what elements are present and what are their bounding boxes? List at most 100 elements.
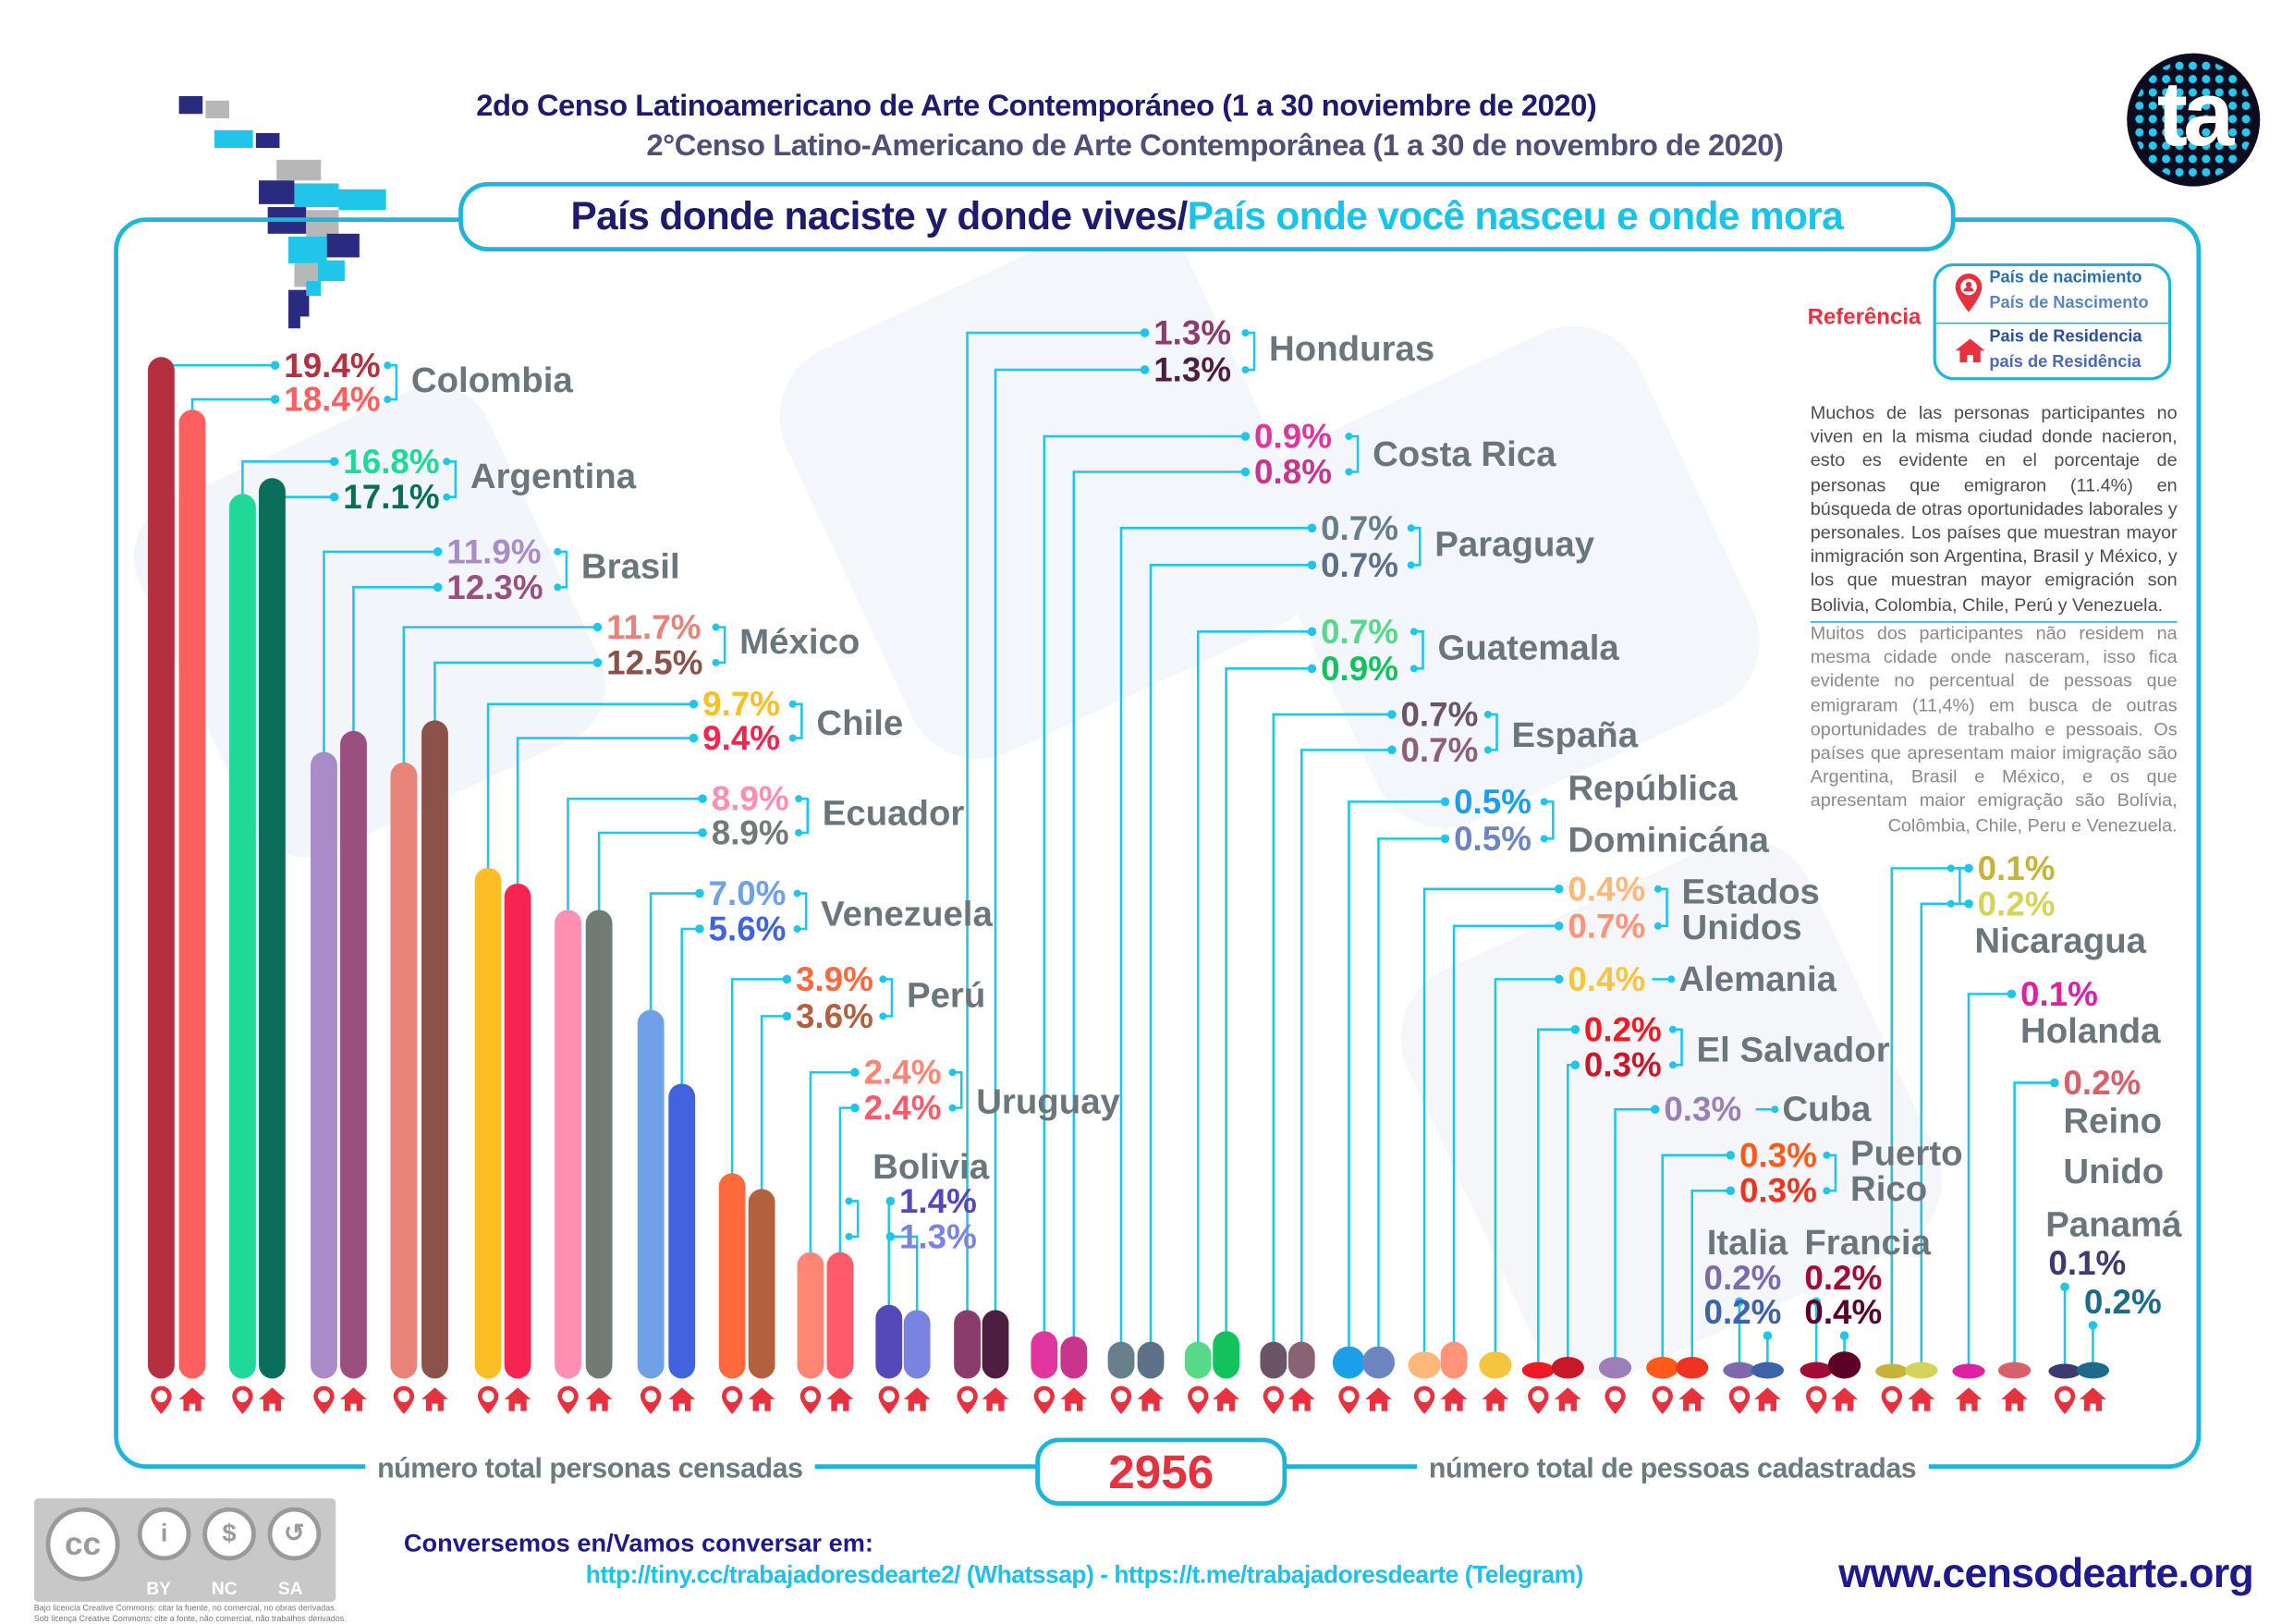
residence-house-icon-reino-unido <box>2001 1387 2029 1411</box>
connector-dot-mexico-residence <box>592 658 603 667</box>
country-label-reino-unido: Reino <box>2063 1102 2162 1142</box>
connector-cuba-birth <box>1614 1107 1655 1361</box>
bar-nicaragua-birth <box>1875 1363 1909 1379</box>
pin-person-venezuela <box>644 1390 657 1403</box>
residence-house-icon-holanda <box>1955 1387 1983 1411</box>
bar-italia-residence <box>1751 1361 1784 1379</box>
birth-pin-icon <box>1955 274 1983 312</box>
connector-dot-peru-birth <box>782 974 792 984</box>
pin-person-ecuador <box>562 1390 574 1403</box>
connector-mexico-residence <box>433 661 598 724</box>
connector-guatemala-residence <box>1225 667 1312 1335</box>
country-label-republica-dominicana: República <box>1568 768 1738 808</box>
connector-dot-uruguay-residence <box>850 1103 860 1113</box>
bracket-dot-honduras-1 <box>1241 366 1250 374</box>
connector-dot-espana-residence <box>1387 745 1397 755</box>
connector-costa-rica-residence <box>1072 470 1246 1340</box>
pin-person-el-salvador <box>1531 1390 1544 1403</box>
website-link[interactable]: www.censodearte.org <box>1838 1550 2254 1596</box>
bar-estados-unidos-residence <box>1440 1341 1468 1379</box>
bracket-dot-bolivia-1 <box>845 1232 853 1240</box>
ta-logo: ta <box>2127 53 2261 187</box>
country-label-estados-unidos: Estados <box>1682 872 1820 911</box>
main-title-es: País donde naciste y donde vives/ <box>570 193 1189 238</box>
title-es: 2do Censo Latinoamericano de Arte Contem… <box>476 89 1597 123</box>
bracket-dot-republica-dominicana-1 <box>1540 835 1548 843</box>
pin-person-guatemala <box>1191 1390 1204 1403</box>
residence-house-icon-alemania <box>1482 1387 1509 1411</box>
bar-argentina-birth <box>229 494 256 1379</box>
connector-peru-birth <box>730 978 787 1177</box>
value-label-guatemala-birth: 0.7% <box>1321 613 1398 651</box>
connector-costa-rica-birth <box>1043 434 1246 1335</box>
country-label-venezuela: Venezuela <box>821 894 993 934</box>
value-label-honduras-birth: 1.3% <box>1153 314 1231 352</box>
connector-dot-holanda-residence <box>2007 989 2017 999</box>
connector-venezuela-birth <box>649 892 700 1013</box>
pin-person-honduras <box>961 1390 973 1403</box>
connector-dot-chile-birth <box>689 699 699 709</box>
value-label-venezuela-residence: 5.6% <box>709 910 787 947</box>
connector-honduras-residence <box>994 368 1145 1313</box>
value-label-panama-residence: 0.2% <box>2084 1283 2162 1321</box>
bracket-dot-chile-1 <box>788 734 797 742</box>
bracket-republica-dominicana <box>1545 800 1555 840</box>
connector-holanda-residence <box>1967 993 2012 1367</box>
bar-holanda-residence <box>1952 1363 1985 1379</box>
country-label-chile: Chile <box>816 703 903 743</box>
contact-label: Conversemos en/Vamos conversar em: <box>403 1529 873 1558</box>
connector-dot-el-salvador-residence <box>1570 1060 1580 1070</box>
bracket-dot-paraguay-1 <box>1407 561 1415 569</box>
connector-dot-costa-rica-birth <box>1240 432 1251 441</box>
residence-house-icon <box>1955 338 1985 363</box>
bracket-ecuador <box>799 797 810 835</box>
value-label-reino-unido-residence: 0.2% <box>2063 1064 2141 1102</box>
axis-icons <box>151 1386 2106 1414</box>
connector-dot-estados-unidos-birth <box>1554 884 1564 894</box>
connector-espana-residence <box>1300 749 1392 1345</box>
contact-links[interactable]: http://tiny.cc/trabajadoresdearte2/ (Wha… <box>585 1561 1584 1589</box>
pin-person-mexico <box>397 1390 410 1403</box>
bar-alemania-residence <box>1479 1351 1512 1379</box>
connector-espana-birth <box>1272 713 1392 1345</box>
residence-house-icon-puerto-rico <box>1678 1387 1706 1411</box>
value-label-puerto-rico-birth: 0.3% <box>1739 1136 1817 1174</box>
connector-dot-honduras-birth <box>1140 328 1150 337</box>
country-label-panama: Panamá <box>2045 1205 2182 1245</box>
bar-el-salvador-residence <box>1551 1356 1584 1379</box>
bracket-dot-guatemala-0 <box>1409 628 1418 636</box>
value-label-brasil-birth: 11.9% <box>446 532 541 570</box>
bracket-dot-estados-unidos-1 <box>1653 922 1662 930</box>
country-label-puerto-rico: Rico <box>1850 1169 1927 1209</box>
value-label-republica-dominicana-residence: 0.5% <box>1454 820 1531 858</box>
value-label-uruguay-birth: 2.4% <box>864 1054 942 1092</box>
connector-colombia-residence <box>190 397 275 413</box>
residence-house-icon-ecuador <box>585 1387 613 1411</box>
bracket-dot-brasil-1 <box>554 583 562 592</box>
bracket-mexico <box>717 626 726 665</box>
title-pt: 2°Censo Latino-Americano de Arte Contemp… <box>646 128 1784 164</box>
value-label-ecuador-birth: 8.9% <box>712 780 789 818</box>
connector-dot-paraguay-birth <box>1307 523 1317 533</box>
connector-uruguay-birth <box>809 1070 855 1255</box>
country-label-brasil: Brasil <box>581 546 680 586</box>
residence-house-icon-panama <box>2080 1387 2106 1411</box>
connector-chile-residence <box>516 737 694 887</box>
pin-person-bolivia <box>883 1390 896 1403</box>
connector-honduras-birth <box>966 331 1145 1313</box>
connector-dot-republica-dominicana-birth <box>1440 797 1450 807</box>
bracket-dot-uruguay-1 <box>948 1104 957 1112</box>
attribution-icon: i <box>137 1507 191 1561</box>
connector-dot-guatemala-birth <box>1307 627 1317 637</box>
connector-nicaragua-birth <box>1890 867 1969 1367</box>
value-label-francia-residence: 0.4% <box>1804 1293 1882 1331</box>
bar-honduras-birth <box>954 1310 981 1379</box>
connector-ecuador-residence <box>597 831 703 913</box>
value-label-puerto-rico-residence: 0.3% <box>1739 1172 1817 1210</box>
bracket-dot-colombia-0 <box>384 361 392 370</box>
connector-dot-uruguay-birth <box>850 1068 860 1078</box>
bar-estados-unidos-birth <box>1408 1351 1441 1379</box>
bracket-argentina <box>447 460 458 498</box>
bracket-dot-uruguay-0 <box>948 1068 957 1077</box>
badge-by: BY <box>146 1578 172 1599</box>
